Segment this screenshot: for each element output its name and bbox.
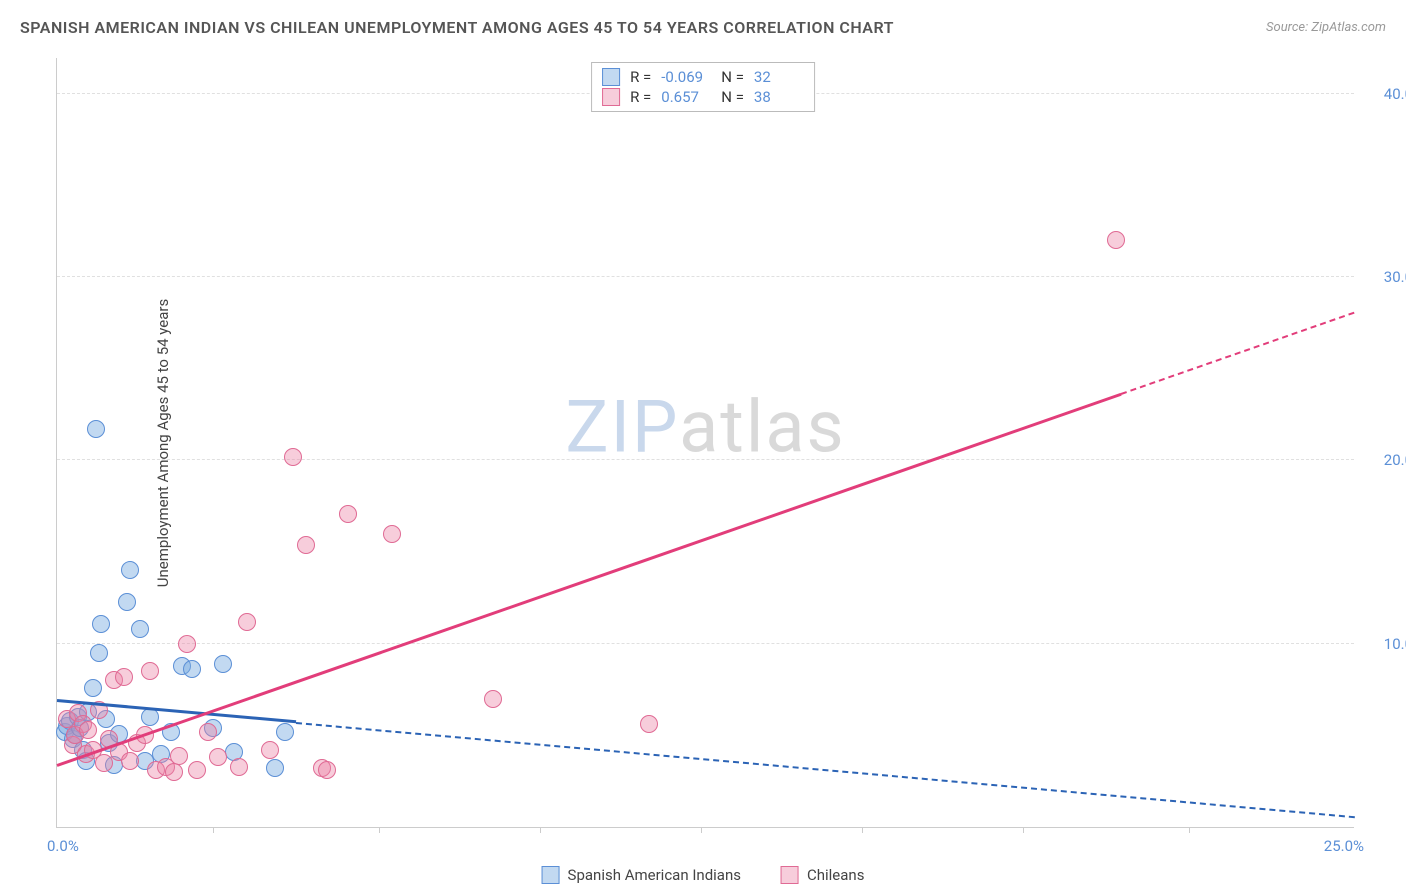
- n-label: N =: [721, 68, 744, 86]
- source-attribution: Source: ZipAtlas.com: [1266, 20, 1386, 35]
- n-label: N =: [721, 88, 744, 106]
- data-point: [261, 741, 279, 759]
- trend-line: [1121, 312, 1355, 395]
- legend-row-a: R = -0.069 N = 32: [602, 67, 804, 87]
- data-point: [183, 660, 201, 678]
- swatch-a-icon: [542, 866, 560, 884]
- r-value-a: -0.069: [661, 68, 711, 86]
- swatch-a-icon: [602, 68, 620, 86]
- series-b-label: Chileans: [807, 866, 864, 884]
- data-point: [141, 662, 159, 680]
- watermark: ZIPatlas: [565, 385, 845, 470]
- data-point: [87, 420, 105, 438]
- x-tick: [213, 827, 214, 833]
- x-tick: [1023, 827, 1024, 833]
- gridline: [57, 643, 1354, 644]
- y-tick-label: 10.0%: [1364, 635, 1406, 653]
- data-point: [170, 747, 188, 765]
- x-tick: [540, 827, 541, 833]
- trend-line: [296, 722, 1355, 818]
- gridline: [57, 459, 1354, 460]
- data-point: [115, 668, 133, 686]
- gridline: [57, 276, 1354, 277]
- series-legend: Spanish American Indians Chileans: [542, 866, 865, 884]
- y-tick-label: 20.0%: [1364, 451, 1406, 469]
- data-point: [79, 721, 97, 739]
- data-point: [484, 690, 502, 708]
- chart-plot-area: Unemployment Among Ages 45 to 54 years Z…: [56, 58, 1354, 828]
- data-point: [318, 761, 336, 779]
- legend-row-b: R = 0.657 N = 38: [602, 87, 804, 107]
- data-point: [178, 635, 196, 653]
- y-tick-label: 40.0%: [1364, 85, 1406, 103]
- data-point: [640, 715, 658, 733]
- legend-item-b: Chileans: [781, 866, 864, 884]
- data-point: [118, 593, 136, 611]
- x-tick: [701, 827, 702, 833]
- data-point: [165, 763, 183, 781]
- x-end-label: 25.0%: [1324, 837, 1364, 855]
- data-point: [199, 723, 217, 741]
- data-point: [266, 759, 284, 777]
- data-point: [284, 448, 302, 466]
- x-tick: [1189, 827, 1190, 833]
- correlation-legend: R = -0.069 N = 32 R = 0.657 N = 38: [591, 62, 815, 112]
- data-point: [92, 615, 110, 633]
- swatch-b-icon: [602, 88, 620, 106]
- data-point: [238, 613, 256, 631]
- watermark-pre: ZIP: [565, 385, 679, 470]
- data-point: [209, 748, 227, 766]
- y-tick-label: 30.0%: [1364, 268, 1406, 286]
- data-point: [230, 758, 248, 776]
- trend-line: [57, 392, 1122, 766]
- watermark-post: atlas: [679, 385, 846, 470]
- r-label: R =: [630, 88, 651, 106]
- x-tick: [862, 827, 863, 833]
- chart-title: SPANISH AMERICAN INDIAN VS CHILEAN UNEMP…: [20, 18, 894, 37]
- r-value-b: 0.657: [661, 88, 711, 106]
- r-label: R =: [630, 68, 651, 86]
- data-point: [214, 655, 232, 673]
- data-point: [84, 679, 102, 697]
- swatch-b-icon: [781, 866, 799, 884]
- legend-item-a: Spanish American Indians: [542, 866, 741, 884]
- n-value-a: 32: [754, 68, 804, 86]
- data-point: [131, 620, 149, 638]
- y-axis-label: Unemployment Among Ages 45 to 54 years: [154, 298, 172, 586]
- data-point: [383, 525, 401, 543]
- data-point: [90, 644, 108, 662]
- series-a-label: Spanish American Indians: [568, 866, 741, 884]
- data-point: [95, 754, 113, 772]
- data-point: [1107, 231, 1125, 249]
- data-point: [339, 505, 357, 523]
- data-point: [121, 561, 139, 579]
- data-point: [121, 752, 139, 770]
- x-tick: [379, 827, 380, 833]
- data-point: [276, 723, 294, 741]
- data-point: [297, 536, 315, 554]
- x-origin-label: 0.0%: [47, 837, 79, 855]
- n-value-b: 38: [754, 88, 804, 106]
- data-point: [188, 761, 206, 779]
